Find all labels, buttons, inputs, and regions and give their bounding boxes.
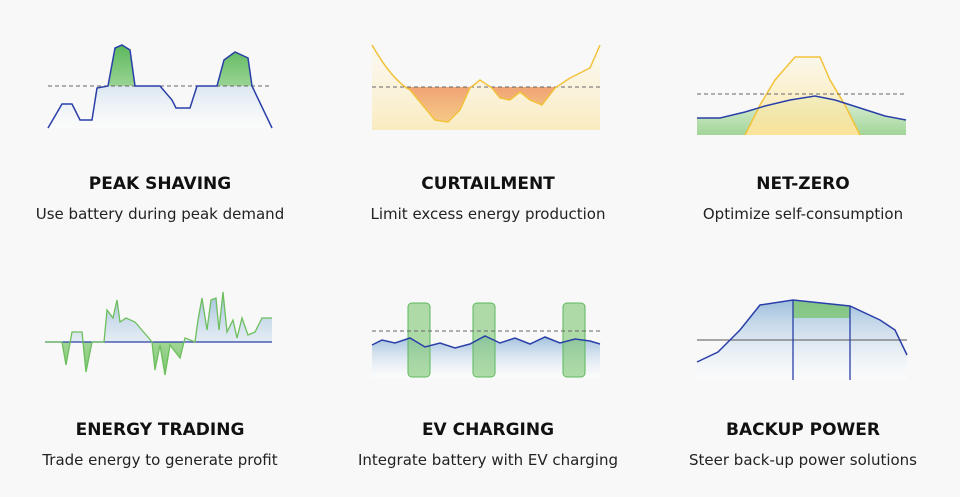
- card-title: BACKUP POWER: [725, 420, 880, 440]
- card-title: NET-ZERO: [756, 174, 850, 194]
- card-description: Trade energy to generate profit: [42, 451, 278, 469]
- card-description: Integrate battery with EV charging: [358, 451, 618, 469]
- ev-charging-art: [371, 302, 601, 378]
- backup-power-art: [696, 299, 908, 380]
- card-description: Use battery during peak demand: [35, 205, 285, 223]
- card-title: PEAK SHAVING: [88, 174, 232, 194]
- energy-trading-art: [45, 291, 272, 376]
- card-description: Optimize self-consumption: [702, 205, 904, 223]
- card-title: CURTAILMENT: [421, 174, 555, 194]
- net-zero-art: [697, 56, 907, 136]
- card-title: ENERGY TRADING: [75, 420, 245, 440]
- card-description: Steer back-up power solutions: [689, 451, 917, 469]
- curtailment-art: [371, 44, 601, 130]
- card-title: EV CHARGING: [421, 420, 555, 440]
- peak-shaving-art: [47, 44, 273, 129]
- card-description: Limit excess energy production: [370, 205, 606, 223]
